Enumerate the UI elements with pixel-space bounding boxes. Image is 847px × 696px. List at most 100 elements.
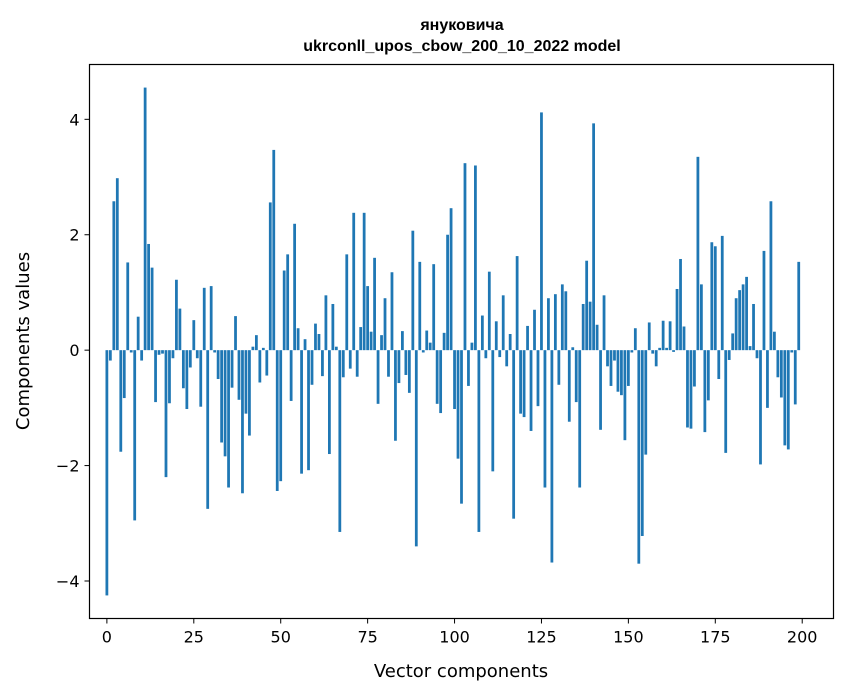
bar bbox=[581, 303, 585, 351]
bar bbox=[362, 212, 366, 351]
bar bbox=[209, 286, 213, 351]
bar bbox=[303, 339, 307, 351]
bar bbox=[752, 303, 755, 351]
bar bbox=[168, 350, 171, 404]
bar bbox=[588, 301, 592, 351]
bar bbox=[296, 328, 300, 351]
bar bbox=[248, 350, 251, 436]
bar bbox=[307, 350, 310, 471]
bar bbox=[234, 316, 237, 351]
bar bbox=[480, 315, 484, 351]
bar bbox=[633, 328, 637, 351]
bar bbox=[498, 350, 502, 358]
bar bbox=[341, 350, 345, 378]
bar bbox=[115, 178, 119, 351]
bar bbox=[324, 295, 328, 351]
bar bbox=[411, 230, 415, 351]
y-tick-label: 0 bbox=[69, 341, 79, 360]
bar bbox=[157, 350, 161, 355]
bar bbox=[390, 272, 394, 351]
bar bbox=[359, 327, 363, 351]
bar bbox=[446, 234, 449, 351]
bar bbox=[623, 350, 627, 441]
bar bbox=[352, 212, 356, 351]
bar bbox=[175, 279, 178, 351]
bar bbox=[470, 342, 474, 351]
bar bbox=[467, 350, 470, 386]
y-tick-label: −4 bbox=[56, 572, 80, 591]
bar bbox=[432, 264, 436, 351]
bar bbox=[321, 350, 324, 377]
bar bbox=[609, 350, 613, 386]
bar bbox=[230, 350, 234, 388]
bar bbox=[748, 346, 752, 351]
bar bbox=[449, 208, 453, 351]
bar bbox=[265, 350, 269, 376]
x-axis-ticks: 0 25 50 75 100 125 150 175 200 bbox=[102, 618, 817, 647]
bar bbox=[143, 87, 147, 351]
bar bbox=[567, 350, 571, 422]
bar bbox=[171, 350, 175, 359]
bar bbox=[268, 202, 272, 351]
bar bbox=[338, 350, 342, 532]
bar bbox=[647, 322, 651, 351]
y-axis-label: Components values bbox=[13, 252, 34, 430]
bar bbox=[418, 261, 422, 351]
y-tick-label: −2 bbox=[56, 457, 80, 476]
bar bbox=[571, 347, 575, 351]
bar bbox=[404, 350, 408, 375]
bar bbox=[536, 350, 540, 407]
bar bbox=[682, 326, 686, 351]
y-axis-ticks: −4 −2 0 2 4 bbox=[56, 110, 90, 591]
bar bbox=[606, 350, 609, 367]
bar bbox=[689, 350, 693, 429]
bar bbox=[227, 350, 230, 488]
bar bbox=[314, 323, 317, 351]
bar bbox=[762, 250, 766, 351]
bar bbox=[331, 303, 335, 351]
bar bbox=[620, 350, 623, 396]
x-tick-label: 75 bbox=[357, 628, 377, 647]
bar bbox=[675, 288, 679, 351]
bar bbox=[595, 324, 599, 351]
bar bbox=[477, 350, 481, 532]
bar bbox=[161, 350, 164, 354]
bar bbox=[512, 350, 516, 519]
bar bbox=[376, 350, 380, 404]
bar bbox=[435, 350, 439, 404]
bar bbox=[133, 350, 137, 521]
x-tick-label: 125 bbox=[526, 628, 557, 647]
bar bbox=[387, 350, 390, 377]
plot-frame bbox=[88, 63, 835, 620]
bar bbox=[755, 350, 759, 359]
bar bbox=[706, 350, 710, 401]
bar bbox=[192, 320, 196, 351]
bar bbox=[279, 350, 283, 482]
bar bbox=[136, 316, 140, 351]
bar bbox=[140, 350, 144, 361]
bar bbox=[693, 350, 696, 387]
bar bbox=[658, 347, 662, 351]
bar bbox=[616, 350, 620, 392]
bar bbox=[453, 350, 456, 410]
bar bbox=[672, 350, 675, 352]
bar bbox=[286, 254, 290, 351]
bar bbox=[526, 325, 529, 351]
x-tick-label: 175 bbox=[700, 628, 731, 647]
bar bbox=[599, 350, 602, 430]
bar bbox=[463, 163, 467, 351]
bar bbox=[188, 350, 192, 368]
bar bbox=[557, 350, 561, 385]
bar bbox=[505, 350, 509, 367]
bar bbox=[383, 298, 387, 351]
bar bbox=[710, 242, 714, 351]
bar bbox=[112, 201, 116, 351]
bar bbox=[519, 350, 522, 414]
bar bbox=[244, 350, 248, 414]
bar bbox=[731, 333, 735, 351]
bar bbox=[686, 350, 689, 428]
bar bbox=[289, 350, 293, 401]
bar bbox=[738, 290, 742, 351]
bar bbox=[394, 350, 397, 441]
x-tick-label: 100 bbox=[439, 628, 470, 647]
